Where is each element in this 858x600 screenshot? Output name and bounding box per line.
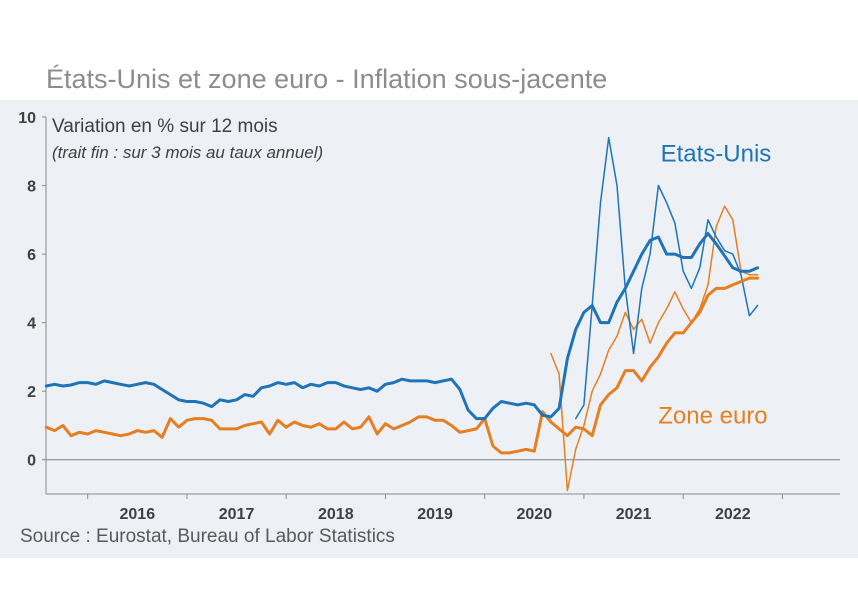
chart-title: États-Unis et zone euro - Inflation sous…: [46, 64, 608, 94]
x-tick-label: 2022: [715, 506, 751, 523]
x-tick-label: 2016: [120, 506, 156, 523]
axes: 0 2 4 6 8 10 2016 2017 2018 2019 2020 2021 2022: [18, 110, 840, 523]
series-line-us: [44, 232, 760, 421]
series-label-us: Etats-Unis: [661, 141, 772, 168]
series-line-ez: [44, 276, 760, 455]
line-chart: 0 2 4 6 8 10 2016 2017 2018 2019 2020 2021 2022 Vari…: [18, 110, 840, 523]
y-tick-label: 4: [27, 316, 36, 333]
x-tick-label: 2019: [417, 506, 453, 523]
x-tick-label: 2017: [219, 506, 255, 523]
x-tick-label: 2021: [616, 506, 652, 523]
x-tick-label: 2020: [517, 506, 553, 523]
y-tick-label: 10: [18, 110, 36, 127]
plot-background: [0, 100, 858, 558]
series-lines: [44, 136, 760, 492]
chart-annotation-sub: (trait fin : sur 3 mois au taux annuel): [52, 143, 323, 162]
x-tick-label: 2018: [318, 506, 354, 523]
series-line-ez-3m: [550, 205, 759, 492]
series-line-us-3m: [574, 136, 759, 420]
y-tick-label: 2: [27, 384, 36, 401]
series-label-ez: Zone euro: [658, 403, 767, 430]
y-tick-label: 0: [27, 453, 36, 470]
source-note: Source : Eurostat, Bureau of Labor Stati…: [20, 526, 395, 547]
y-tick-label: 8: [27, 179, 36, 196]
chart-annotation: Variation en % sur 12 mois: [52, 116, 278, 137]
y-tick-label: 6: [27, 247, 36, 264]
series-labels: Etats-Unis Zone euro: [658, 141, 771, 430]
